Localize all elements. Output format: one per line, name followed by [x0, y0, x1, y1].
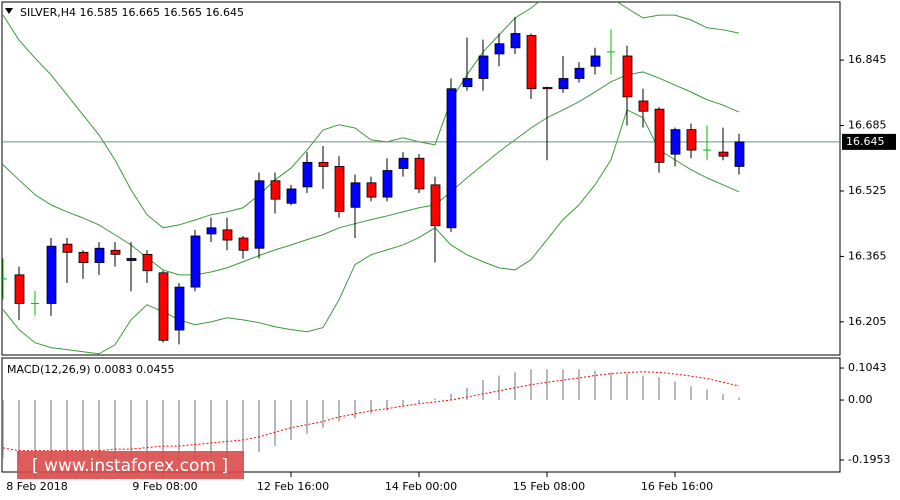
candle-body: [446, 88, 457, 229]
band-line: [2, 109, 740, 355]
macd-panel: [1, 357, 841, 473]
candle-body: [174, 286, 185, 331]
x-tick-label: 15 Feb 08:00: [513, 480, 585, 493]
axes: 16.205 16.365 16.525 16.685 16.845 16.645 8 Fe…: [6, 53, 896, 493]
candle-body: [14, 274, 25, 304]
candle-body: [78, 251, 89, 263]
candle-body: [110, 249, 121, 255]
candle-body: [142, 253, 153, 272]
candle-body: [350, 182, 361, 208]
candle-body: [94, 247, 105, 263]
candle-body: [334, 166, 345, 212]
candle-body: [206, 227, 217, 235]
watermark: [ www.instaforex.com ]: [32, 456, 228, 476]
x-tick-label: 8 Feb 2018: [6, 480, 67, 493]
y-tick-label: 16.685: [848, 119, 887, 132]
y-tick-label: -0.1953: [848, 453, 890, 466]
current-price-label: 16.645: [846, 135, 885, 148]
current-price-box: [842, 133, 896, 150]
candle-body: [302, 161, 313, 188]
main-panel: [1, 1, 841, 356]
x-tick-label: 14 Feb 00:00: [385, 480, 457, 493]
candle-body: [238, 237, 249, 251]
candle-body: [478, 55, 489, 79]
candle-body: [382, 170, 393, 198]
macd-plot: [2, 369, 740, 462]
signal-line: [2, 371, 740, 452]
candle-body: [270, 180, 281, 200]
x-tick-label: 16 Feb 16:00: [641, 480, 713, 493]
candle-body: [526, 35, 537, 90]
candle-body: [366, 182, 377, 198]
y-tick-label: 0.00: [848, 393, 873, 406]
candle-body: [62, 243, 73, 253]
y-tick-label: 16.205: [848, 315, 887, 328]
candle-body: [430, 184, 441, 227]
x-tick-label: 9 Feb 08:00: [132, 480, 197, 493]
candle-body: [686, 129, 697, 151]
y-tick-label: 16.365: [848, 249, 887, 262]
candle-body: [494, 43, 505, 55]
candle-body: [398, 157, 409, 169]
candle-body: [46, 245, 57, 304]
candle-body: [222, 229, 233, 241]
candle-body: [510, 33, 521, 49]
menu-arrow: [5, 8, 13, 14]
candle-body: [590, 55, 601, 67]
chart-title: SILVER,H4 16.585 16.665 16.565 16.645: [20, 6, 244, 19]
candle-body: [734, 141, 745, 167]
candle-body: [462, 78, 473, 88]
candle-body: [190, 235, 201, 288]
candle-body: [654, 108, 665, 163]
candle-body: [318, 161, 329, 167]
y-tick-label: 0.1043: [848, 361, 887, 374]
candle-body: [158, 272, 169, 341]
candle-body: [126, 258, 137, 261]
y-tick-label: 16.525: [848, 184, 887, 197]
macd-title: MACD(12,26,9) 0.0083 0.0455: [7, 363, 175, 376]
candle-body: [638, 100, 649, 112]
candle-body: [558, 78, 569, 90]
candle-body: [542, 87, 553, 90]
band-line: [2, 71, 740, 276]
x-tick-label: 12 Feb 16:00: [257, 480, 329, 493]
watermark-box: [17, 451, 244, 479]
candle-body: [622, 55, 633, 98]
candle-body: [414, 157, 425, 190]
candle-body: [254, 180, 265, 249]
candle-body: [670, 129, 681, 155]
candle-body: [574, 67, 585, 79]
y-tick-label: 16.845: [848, 53, 887, 66]
main-plot: [2, 2, 840, 355]
candle-body: [718, 151, 729, 157]
band-line: [2, 2, 740, 229]
candle-body: [286, 188, 297, 204]
